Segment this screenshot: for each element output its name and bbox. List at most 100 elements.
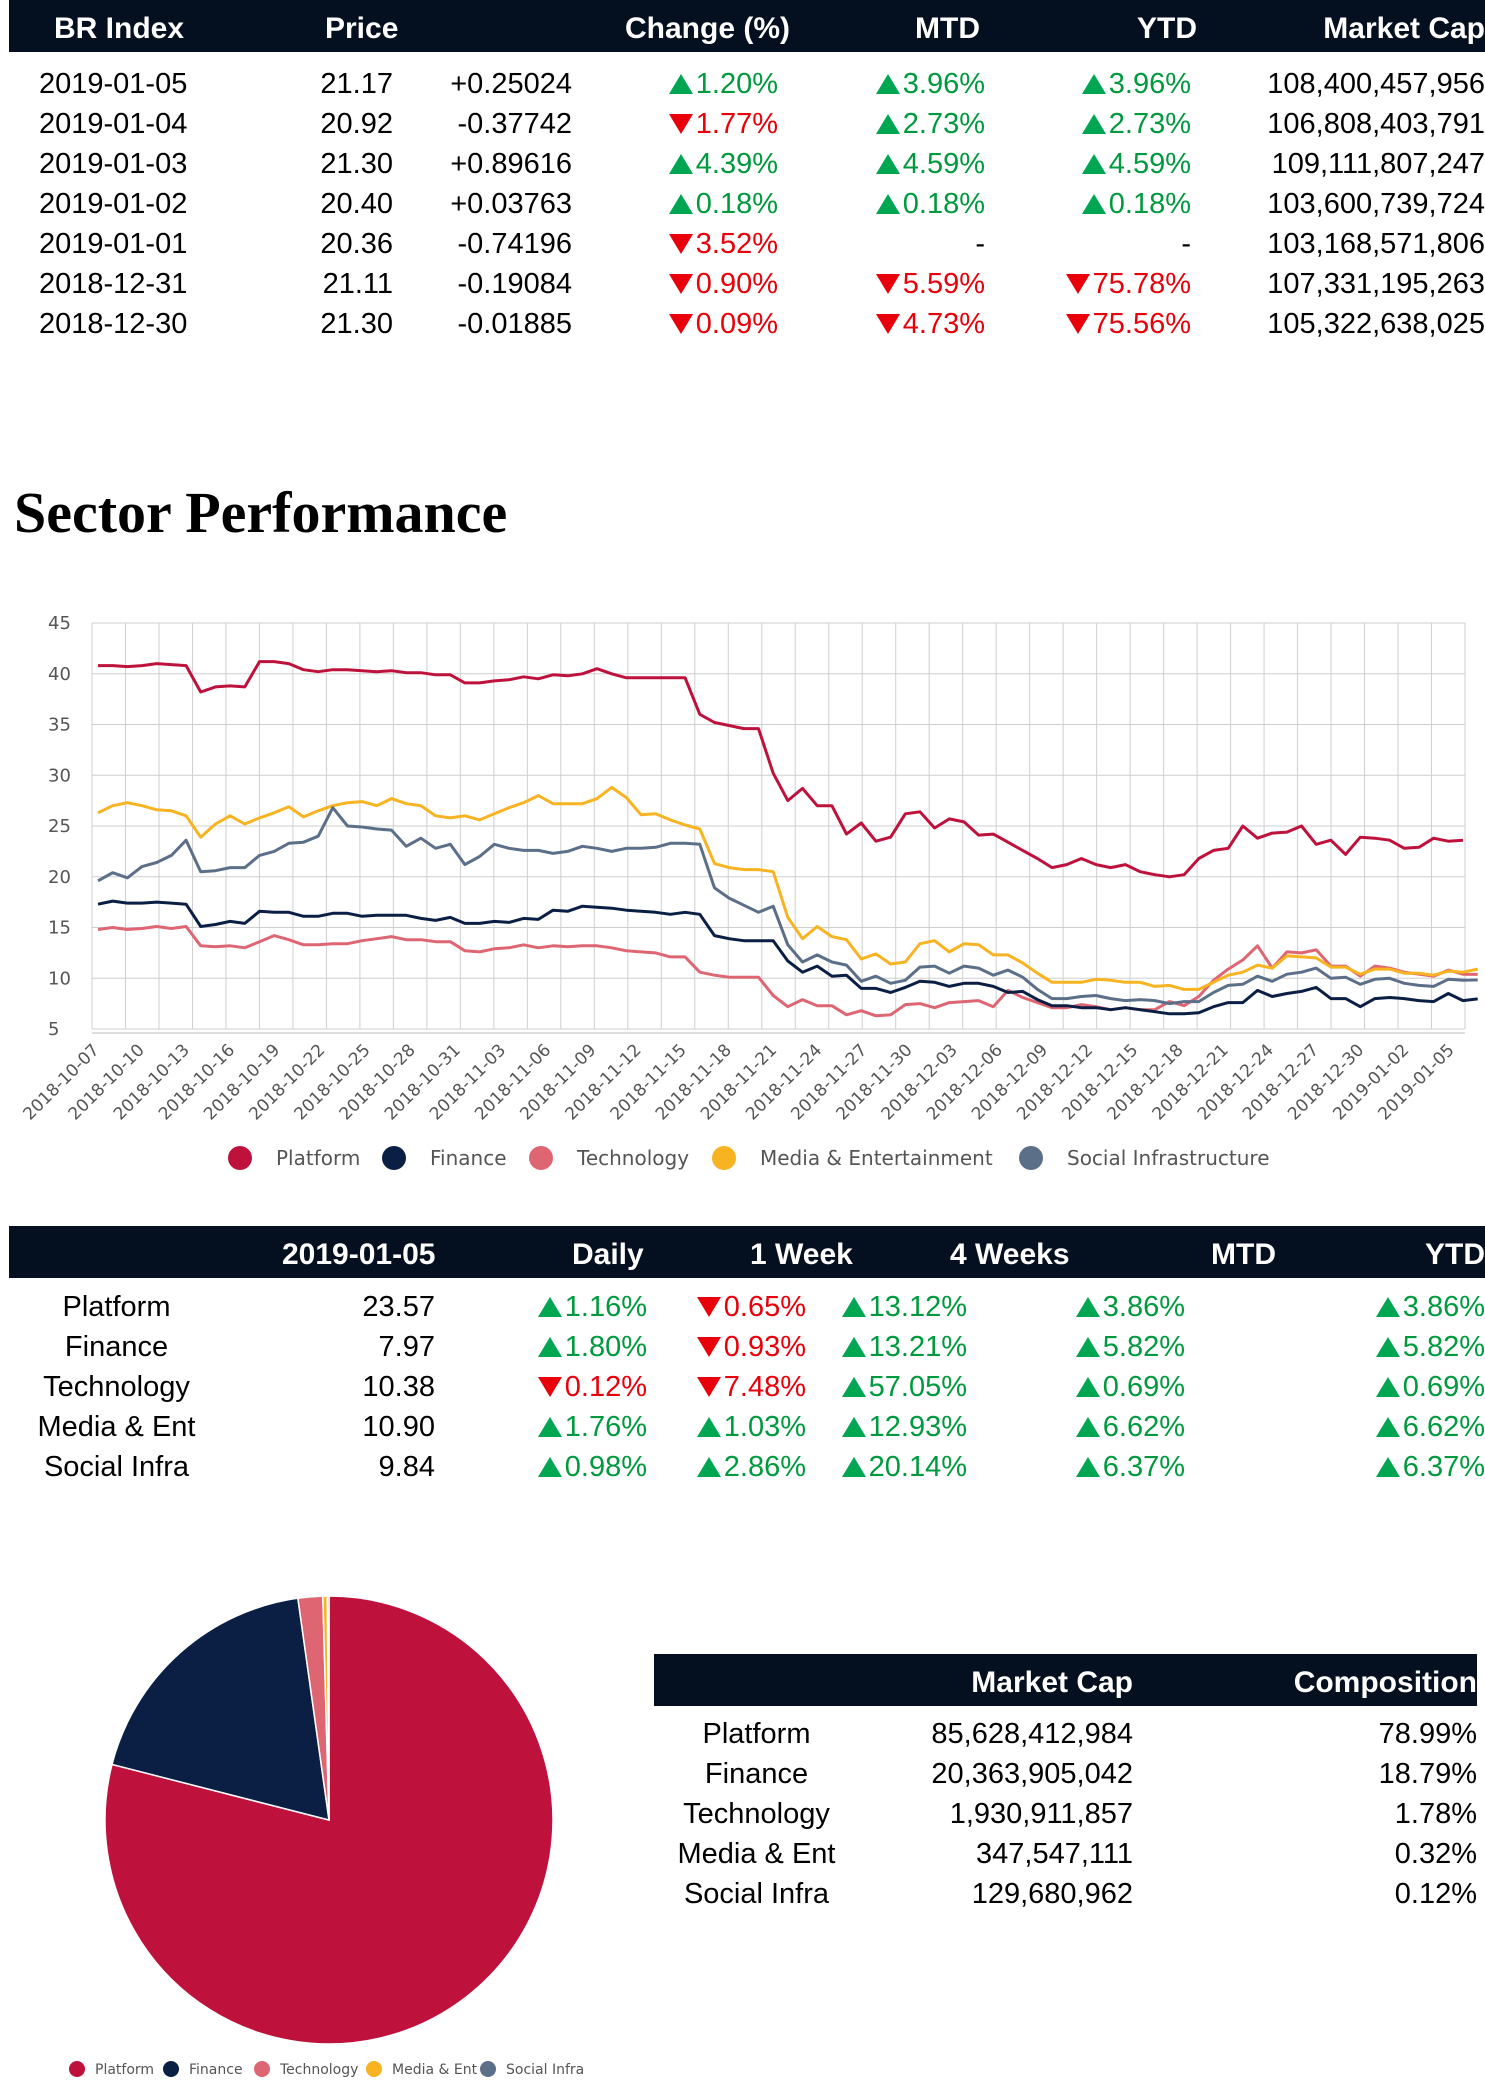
up-arrow-icon: [668, 154, 693, 174]
up-arrow-icon: [1375, 1297, 1400, 1317]
series-line-platform[interactable]: [98, 660, 1464, 879]
legend-item[interactable]: Media & Ent: [366, 2061, 478, 2078]
table-row[interactable]: Media & Ent 10.90 1.76% 1.03% 12.93% 6.62% 6.6…: [9, 1409, 1485, 1449]
row-composition: 0.12%: [1394, 1878, 1477, 1910]
percent-value: 5.82%: [1402, 1331, 1485, 1363]
header-daily[interactable]: Daily: [572, 1238, 644, 1271]
row-change-percent: 3.52%: [668, 226, 778, 262]
series-line-social-infrastructure[interactable]: [97, 806, 1478, 1006]
row-change-percent: 0.09%: [668, 306, 778, 342]
header-market-cap[interactable]: Market Cap: [971, 1666, 1133, 1699]
up-arrow-icon: [1075, 1337, 1100, 1357]
up-arrow-icon: [1075, 1417, 1100, 1437]
percent-value: 0.98%: [564, 1451, 647, 1483]
up-arrow-icon: [537, 1457, 562, 1477]
table-row[interactable]: 2019-01-01 20.36 -0.74196 3.52% - - 103,168,57…: [9, 226, 1485, 266]
row-ytd: 3.86%: [1375, 1289, 1485, 1325]
pie-slice-social-infra[interactable]: [326, 1595, 330, 1821]
table-row[interactable]: Media & Ent 347,547,111 0.32%: [654, 1836, 1478, 1876]
legend-item[interactable]: Finance: [382, 1146, 507, 1170]
legend-marker-icon: [228, 1146, 252, 1170]
header-br-index[interactable]: BR Index: [54, 12, 185, 45]
up-arrow-icon: [1081, 194, 1106, 214]
percent-value: 0.18%: [902, 188, 985, 220]
row-price: 20.40: [320, 188, 393, 220]
row-mtd: 0.69%: [1075, 1369, 1185, 1405]
percent-value: 6.62%: [1102, 1411, 1185, 1443]
sector-table-header: 2019-01-05 Daily 1 Week 4 Weeks MTD YTD: [9, 1226, 1485, 1278]
row-date: 2018-12-30: [39, 308, 188, 340]
row-market-cap: 85,628,412,984: [931, 1718, 1133, 1750]
up-arrow-icon: [1081, 154, 1106, 174]
y-tick-label: 40: [48, 664, 71, 685]
table-row[interactable]: Platform 23.57 1.16% 0.65% 13.12% 3.86% 3.86%: [9, 1289, 1485, 1329]
header-ytd[interactable]: YTD: [1137, 12, 1197, 45]
legend-marker-icon: [712, 1146, 736, 1170]
up-arrow-icon: [1375, 1417, 1400, 1437]
row-ytd: 3.96%: [1081, 66, 1191, 102]
legend-item[interactable]: Finance: [163, 2061, 243, 2078]
up-arrow-icon: [668, 74, 693, 94]
percent-value: 4.59%: [902, 148, 985, 180]
up-arrow-icon: [875, 194, 900, 214]
header-ytd[interactable]: YTD: [1425, 1238, 1485, 1271]
table-row[interactable]: 2018-12-31 21.11 -0.19084 0.90% 5.59% 75.78% 1…: [9, 266, 1485, 306]
percent-value: 0.65%: [723, 1291, 806, 1323]
row-sector-name: Social Infra: [43, 1451, 190, 1483]
up-arrow-icon: [875, 114, 900, 134]
legend-item[interactable]: Technology: [529, 1146, 689, 1170]
up-arrow-icon: [537, 1417, 562, 1437]
table-row[interactable]: Finance 20,363,905,042 18.79%: [654, 1756, 1477, 1796]
row-date: 2019-01-03: [39, 148, 188, 180]
series-line-media-entertainment[interactable]: [97, 785, 1479, 991]
row-sector-name: Social Infra: [683, 1878, 830, 1910]
series-line-finance[interactable]: [97, 899, 1478, 1016]
legend-item[interactable]: Platform: [69, 2061, 154, 2078]
header-change[interactable]: Change (%): [625, 12, 790, 45]
percent-value: 20.14%: [868, 1451, 967, 1483]
header-price[interactable]: Price: [325, 12, 399, 45]
row-sector-value: 9.84: [378, 1451, 435, 1483]
table-row[interactable]: Social Infra 9.84 0.98% 2.86% 20.14% 6.37% 6.3…: [9, 1449, 1485, 1489]
table-row[interactable]: Social Infra 129,680,962 0.12%: [654, 1876, 1477, 1916]
header-composition[interactable]: Composition: [1293, 1666, 1477, 1699]
legend-item[interactable]: Media & Entertainment: [712, 1146, 993, 1170]
legend-item[interactable]: Technology: [254, 2061, 358, 2078]
table-row[interactable]: Finance 7.97 1.80% 0.93% 13.21% 5.82% 5.82%: [9, 1329, 1485, 1369]
row-market-cap: 105,322,638,025: [1267, 308, 1485, 340]
table-row[interactable]: 2019-01-02 20.40 +0.03763 0.18% 0.18% 0.18% 10…: [9, 186, 1485, 226]
percent-value: 2.86%: [723, 1451, 806, 1483]
percent-value: 1.77%: [695, 108, 778, 140]
sector-table: 2019-01-05 Daily 1 Week 4 Weeks MTD YTD …: [9, 1226, 1485, 1546]
table-row[interactable]: 2019-01-03 21.30 +0.89616 4.39% 4.59% 4.59% 10…: [9, 146, 1485, 186]
up-arrow-icon: [537, 1337, 562, 1357]
table-row[interactable]: Technology 1,930,911,857 1.78%: [654, 1796, 1477, 1836]
row-market-cap: 108,400,457,956: [1267, 68, 1485, 100]
percent-value: 0.69%: [1102, 1371, 1185, 1403]
legend-marker-icon: [382, 1146, 406, 1170]
legend-item[interactable]: Platform: [228, 1146, 360, 1170]
series-line-technology[interactable]: [97, 925, 1478, 1018]
up-arrow-icon: [841, 1417, 866, 1437]
header-1-week[interactable]: 1 Week: [750, 1238, 853, 1271]
table-row[interactable]: 2018-12-30 21.30 -0.01885 0.09% 4.73% 75.56% 1…: [9, 306, 1485, 346]
header-mtd[interactable]: MTD: [915, 12, 980, 45]
table-row[interactable]: Platform 85,628,412,984 78.99%: [654, 1716, 1478, 1756]
table-row[interactable]: 2019-01-04 20.92 -0.37742 1.77% 2.73% 2.73% 10…: [9, 106, 1485, 146]
header-mtd[interactable]: MTD: [1211, 1238, 1276, 1271]
row-ytd: 0.18%: [1081, 186, 1191, 222]
down-arrow-icon: [875, 314, 900, 334]
header-4-weeks[interactable]: 4 Weeks: [950, 1238, 1070, 1271]
table-row[interactable]: Technology 10.38 0.12% 7.48% 57.05% 0.69% 0.69…: [9, 1369, 1485, 1409]
percent-value: 6.37%: [1102, 1451, 1185, 1483]
down-arrow-icon: [696, 1337, 721, 1357]
legend-item[interactable]: Social Infrastructure: [1019, 1146, 1270, 1170]
header-date[interactable]: 2019-01-05: [282, 1238, 436, 1271]
row-price: 20.36: [320, 228, 393, 260]
table-row[interactable]: 2019-01-05 21.17 +0.25024 1.20% 3.96% 3.96% 10…: [9, 66, 1485, 106]
legend-item[interactable]: Social Infra: [480, 2061, 584, 2078]
header-market-cap[interactable]: Market Cap: [1323, 12, 1485, 45]
percent-value: 6.62%: [1402, 1411, 1485, 1443]
pie-slice-finance[interactable]: [111, 1597, 330, 1822]
down-arrow-icon: [696, 1377, 721, 1397]
